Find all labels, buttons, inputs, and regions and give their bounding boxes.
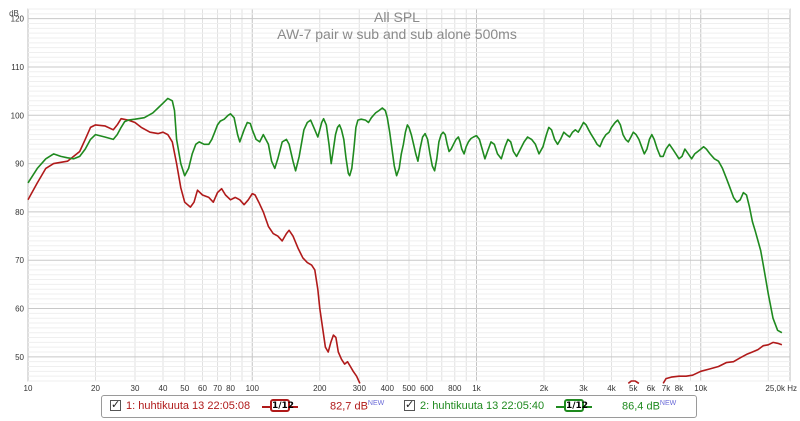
y-tick-label: 80: [15, 208, 24, 217]
y-tick-label: 60: [15, 305, 24, 314]
x-tick-label: 300: [353, 384, 367, 393]
x-tick-label: 20: [91, 384, 100, 393]
x-tick-label: 70: [213, 384, 222, 393]
new-badge: NEW: [659, 400, 677, 407]
x-tick-label: 600: [420, 384, 434, 393]
chart-grid: [27, 8, 791, 382]
x-tick-label: 200: [313, 384, 327, 393]
y-axis-label: dB: [9, 9, 19, 18]
x-tick-label: 2k: [540, 384, 549, 393]
x-tick-label: 4k: [607, 384, 616, 393]
legend-item-2: 2: huhtikuuta 13 22:05:40 1/12 86,4 dBNE…: [404, 398, 689, 415]
y-tick-label: 100: [11, 111, 25, 120]
new-badge: NEW: [367, 400, 385, 407]
x-tick-label: 40: [159, 384, 168, 393]
x-tick-label: 50: [180, 384, 189, 393]
y-tick-label: 70: [15, 256, 24, 265]
legend-item-1: 1: huhtikuuta 13 22:05:08 1/12 82,7 dBNE…: [110, 398, 395, 415]
legend-level: 82,7 dBNEW: [330, 400, 385, 413]
y-tick-label: 90: [15, 160, 24, 169]
x-tick-label: 5k: [629, 384, 638, 393]
x-tick-label: 800: [448, 384, 462, 393]
series-line-1: [662, 341, 783, 384]
series-line-1: [27, 117, 361, 384]
y-tick-label: 120: [11, 15, 25, 24]
series-line-2: [27, 97, 783, 334]
smoothing-selector[interactable]: 1/12: [556, 399, 592, 413]
smoothing-selector[interactable]: 1/12: [262, 399, 298, 413]
x-tick-label: 1k: [472, 384, 481, 393]
series-line-1: [627, 380, 640, 385]
x-tick-label: 8k: [675, 384, 684, 393]
chart-series: [27, 97, 783, 385]
x-tick-label: 80: [226, 384, 235, 393]
chart-subtitle: AW-7 pair w sub and sub alone 500ms: [277, 26, 517, 42]
checkbox-icon[interactable]: [404, 398, 415, 411]
y-tick-label: 110: [11, 63, 24, 72]
y-tick-label: 50: [15, 353, 24, 362]
x-tick-label: 25,0k Hz: [765, 384, 797, 393]
x-tick-label: 60: [198, 384, 207, 393]
x-tick-label: 400: [381, 384, 395, 393]
x-tick-label: 500: [402, 384, 416, 393]
legend-bar: 1: huhtikuuta 13 22:05:08 1/12 82,7 dBNE…: [101, 395, 697, 418]
x-tick-label: 10k: [694, 384, 708, 393]
smoothing-label: 1/12: [270, 399, 295, 412]
x-tick-label: 6k: [647, 384, 656, 393]
x-tick-label: 7k: [662, 384, 671, 393]
smoothing-label: 1/12: [564, 399, 589, 412]
chart-axes: 50 60 70 80 90 100 110 120 10 20 30 40 50 60 70 80 100 20…: [11, 15, 797, 393]
x-tick-label: 3k: [579, 384, 588, 393]
spl-chart[interactable]: 50 60 70 80 90 100 110 120 10 20 30 40 50 60 70 80 100 20…: [0, 0, 800, 395]
x-tick-label: 100: [246, 384, 260, 393]
x-tick-label: 30: [131, 384, 140, 393]
legend-level: 86,4 dBNEW: [622, 400, 677, 413]
chart-title: All SPL: [374, 9, 420, 25]
legend-item-name: 2: huhtikuuta 13 22:05:40: [420, 400, 545, 412]
checkbox-icon[interactable]: [110, 398, 121, 411]
x-tick-label: 10: [24, 384, 33, 393]
legend-item-name: 1: huhtikuuta 13 22:05:08: [126, 400, 251, 412]
